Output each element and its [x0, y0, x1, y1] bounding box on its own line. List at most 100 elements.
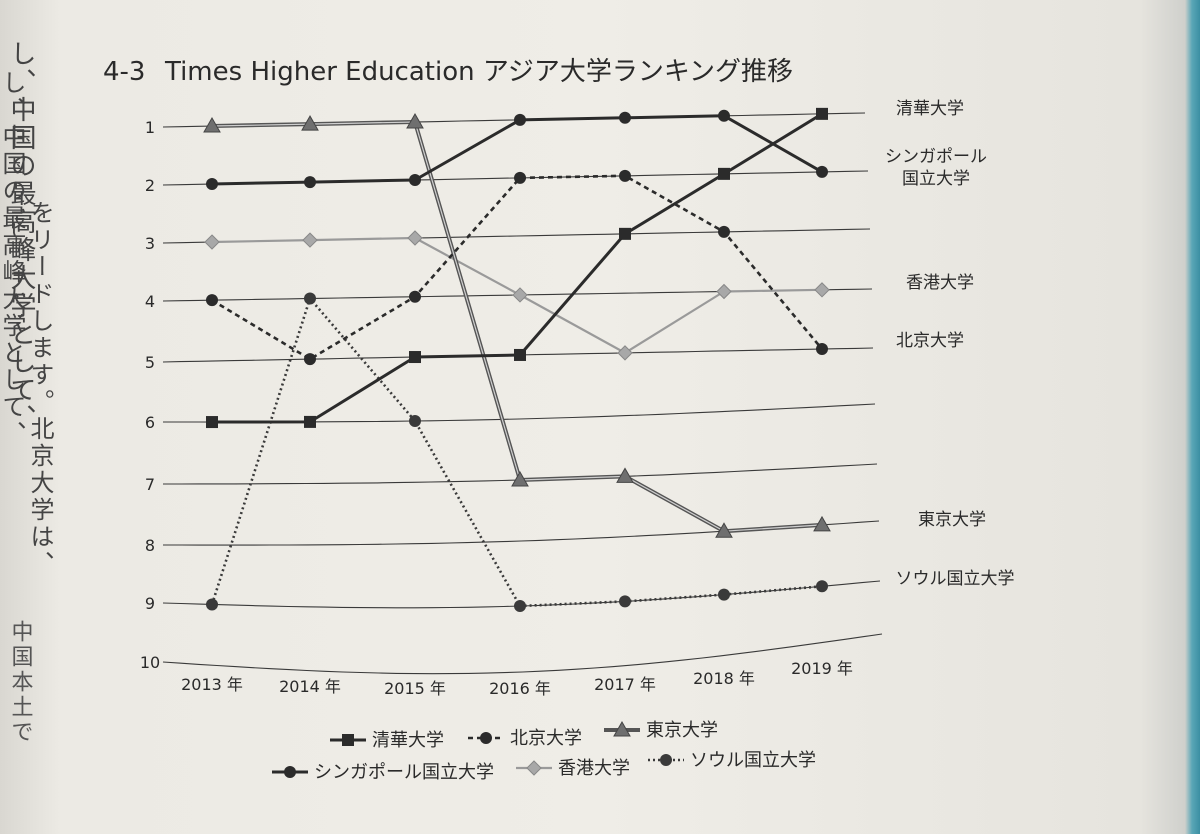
point-s1-3 [409, 351, 421, 364]
x-tick-3: 2015 年 [384, 679, 446, 698]
end-label-s4-1: シンガポール [885, 147, 987, 167]
point-s6-3 [409, 415, 421, 428]
legend-swatch-marker-6 [660, 754, 672, 766]
x-tick-labels: 2013 年 2014 年 2015 年 2016 年 2017 年 2018 年 2019… [181, 659, 853, 698]
point-s5-3 [407, 230, 423, 246]
point-s6-7 [816, 580, 828, 593]
y-tick-labels: 1 2 3 4 5 6 7 8 9 10 [140, 118, 160, 672]
point-s2-7 [816, 343, 828, 356]
y-tick-1: 1 [145, 118, 155, 137]
y-tick-5: 5 [145, 353, 155, 372]
series-line-2 [211, 174, 823, 361]
y-tick-4: 4 [145, 292, 155, 311]
y-tick-3: 3 [145, 234, 155, 253]
adjacent-page-text: し、中国の最高峰大学として、 [0, 40, 70, 820]
x-tick-1: 2013 年 [181, 675, 243, 694]
gridline-6 [163, 403, 876, 423]
series-line-1 [211, 112, 823, 424]
point-s4-5 [619, 111, 631, 124]
legend-swatch-marker-5 [526, 760, 542, 776]
point-s5-2 [302, 232, 318, 248]
point-s3-5 [616, 467, 634, 483]
legend-label-3: 東京大学 [646, 720, 718, 741]
side-text-col-1-svg: し、中国の最高峰大学として、 [0, 70, 26, 448]
point-s2-5 [619, 169, 631, 182]
point-s5-1 [204, 234, 220, 250]
legend-swatch-marker-2 [480, 732, 492, 744]
legend-swatch-marker-3 [613, 720, 631, 737]
point-s6-4 [514, 600, 526, 613]
point-s6-5 [619, 595, 631, 608]
legend-item-1: 清華大学 [330, 730, 444, 751]
point-s1-1 [206, 416, 218, 429]
end-label-s5: 香港大学 [906, 273, 974, 293]
x-tick-6: 2018 年 [693, 669, 755, 688]
point-s6-2 [304, 292, 316, 305]
series-line-6 [210, 297, 823, 608]
point-s2-1 [206, 294, 218, 307]
point-s1-6 [718, 167, 730, 180]
point-s5-5 [617, 345, 633, 361]
figure-number: 4-3 [103, 57, 145, 87]
point-s4-1 [206, 178, 218, 191]
point-s4-7 [816, 165, 828, 178]
x-tick-5: 2017 年 [594, 675, 656, 694]
legend-item-3: 東京大学 [604, 720, 718, 741]
legend-item-4: シンガポール国立大学 [272, 762, 494, 783]
point-s1-2 [304, 415, 316, 428]
point-s2-3 [409, 290, 421, 303]
point-s2-6 [718, 225, 730, 238]
gridline-8 [163, 520, 880, 546]
side-text-col-2-svg: をリードします。北京大学は、 [26, 200, 54, 578]
legend-label-5: 香港大学 [558, 758, 630, 779]
legend-label-6: ソウル国立大学 [690, 750, 816, 771]
point-s3-3 [406, 112, 424, 129]
point-s3-4 [511, 470, 529, 487]
series-markers [203, 107, 831, 613]
y-tick-10: 10 [140, 653, 160, 672]
legend-label-1: 清華大学 [372, 730, 444, 751]
side-text-col-3-svg: 中国本土で [8, 620, 34, 745]
end-label-s1: 清華大学 [896, 99, 964, 119]
point-s3-7 [813, 515, 831, 532]
chart-title: Times Higher Education アジア大学ランキング推移 [164, 57, 793, 87]
point-s4-4 [514, 113, 526, 126]
point-s4-2 [304, 176, 316, 189]
legend-item-2: 北京大学 [468, 728, 582, 749]
y-tick-8: 8 [145, 536, 155, 555]
y-tick-9: 9 [145, 594, 155, 613]
side-text-col-1: し、中国の最高峰大学として、 [6, 40, 36, 432]
point-s5-7 [814, 282, 830, 298]
side-text-columns: し、中国の最高峰大学として、 をリードします。北京大学は、 中国本土で [0, 70, 54, 745]
point-s6-6 [718, 588, 730, 601]
point-s5-6 [716, 283, 732, 300]
point-s4-3 [409, 173, 421, 186]
point-s1-7 [816, 107, 828, 120]
end-label-s4-2: 国立大学 [902, 169, 970, 189]
x-tick-4: 2016 年 [489, 679, 551, 698]
legend-item-6: ソウル国立大学 [648, 750, 816, 771]
point-s6-1 [206, 598, 218, 611]
point-s3-6 [715, 522, 733, 538]
end-label-s2: 北京大学 [896, 331, 964, 351]
legend-label-4: シンガポール国立大学 [314, 762, 494, 783]
x-tick-2: 2014 年 [279, 677, 341, 696]
point-s4-6 [718, 109, 730, 122]
point-s2-4 [514, 171, 526, 184]
legend-label-2: 北京大学 [510, 728, 582, 749]
point-s1-5 [619, 227, 631, 240]
point-s3-2 [301, 115, 319, 131]
legend-item-5: 香港大学 [516, 758, 630, 779]
point-s5-4 [512, 287, 528, 303]
end-label-s3: 東京大学 [918, 510, 986, 530]
y-tick-7: 7 [145, 475, 155, 494]
gridline-10 [162, 633, 883, 675]
y-tick-6: 6 [145, 413, 155, 432]
legend-swatch-marker-4 [284, 766, 296, 778]
x-tick-7: 2019 年 [791, 659, 853, 678]
point-s3-1 [203, 117, 221, 133]
